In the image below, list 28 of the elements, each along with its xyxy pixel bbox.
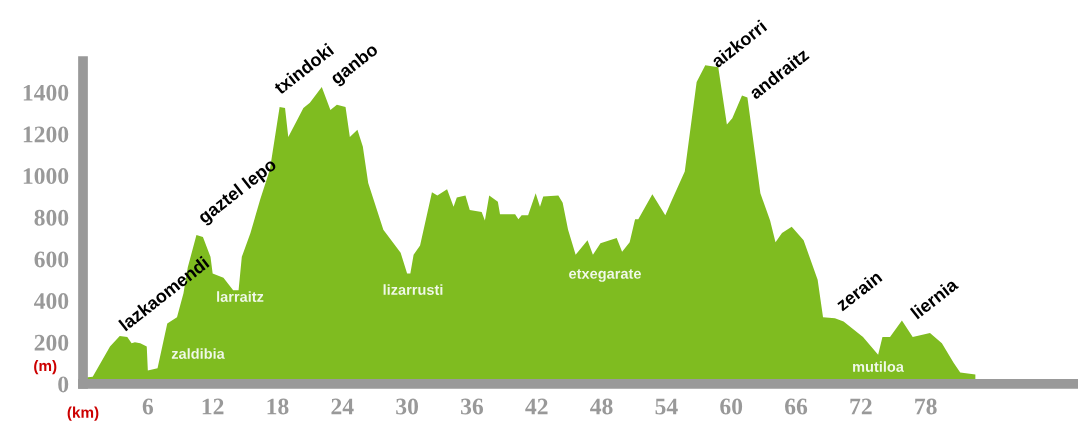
y-tick-label: 0 bbox=[58, 376, 69, 393]
y-axis-title: (m) bbox=[34, 360, 57, 375]
x-tick-label: 18 bbox=[267, 398, 289, 415]
x-tick-label: 6 bbox=[142, 398, 154, 415]
y-tick-label: 1000 bbox=[23, 168, 69, 185]
x-axis-title: (km) bbox=[67, 406, 99, 421]
y-tick-label: 800 bbox=[34, 209, 69, 226]
annotation: etxegarate bbox=[569, 269, 641, 282]
annotation: larraitz bbox=[217, 291, 264, 302]
annotation: lizarrusti bbox=[383, 284, 443, 295]
x-tick-label: 60 bbox=[720, 398, 743, 415]
x-tick-label: 72 bbox=[850, 398, 872, 415]
x-tick-label: 24 bbox=[331, 398, 354, 415]
y-tick-label: 1200 bbox=[23, 126, 69, 143]
y-tick-label: 200 bbox=[34, 334, 69, 351]
annotation: mutiloa bbox=[853, 361, 905, 372]
x-tick-label: 54 bbox=[655, 398, 678, 415]
x-tick-label: 30 bbox=[396, 398, 419, 415]
y-tick-label: 400 bbox=[34, 293, 69, 310]
x-tick-label: 12 bbox=[202, 398, 224, 415]
x-tick-label: 36 bbox=[461, 398, 484, 415]
x-tick-label: 66 bbox=[785, 398, 808, 415]
y-tick-label: 1400 bbox=[23, 84, 69, 101]
x-tick-label: 48 bbox=[590, 398, 613, 415]
x-tick-label: 42 bbox=[525, 398, 548, 415]
x-tick-label: 78 bbox=[915, 398, 937, 415]
annotation: zaldibia bbox=[171, 348, 225, 359]
y-tick-label: 600 bbox=[34, 251, 69, 268]
